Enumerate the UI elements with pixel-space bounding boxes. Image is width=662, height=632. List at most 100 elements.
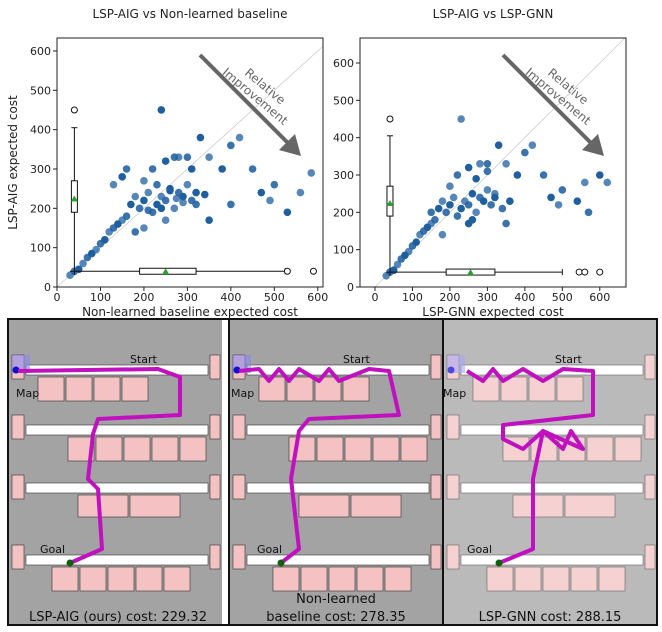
map-panel: Start Map Goal	[7, 318, 223, 626]
point	[227, 141, 235, 150]
point	[200, 190, 209, 199]
x-tick-label: 600	[307, 291, 328, 304]
point	[528, 141, 537, 149]
point	[187, 165, 196, 173]
box-outlier	[575, 268, 583, 276]
box-outlier	[581, 268, 589, 276]
y-tick-label: 500	[333, 94, 354, 107]
point	[148, 165, 157, 173]
point	[101, 235, 109, 244]
point	[547, 193, 555, 202]
point	[166, 186, 174, 195]
y-tick-label: 400	[333, 132, 354, 145]
plot-frame	[359, 37, 627, 288]
x-tick-label: 0	[371, 291, 378, 304]
point	[476, 160, 484, 168]
y-tick-label: 200	[30, 202, 51, 215]
point	[595, 171, 604, 179]
point	[135, 204, 144, 213]
point	[539, 171, 548, 179]
point	[494, 141, 503, 149]
x-tick-label: 600	[589, 291, 610, 304]
map-caption: baseline cost: 278.35	[266, 610, 406, 625]
point	[453, 212, 462, 220]
box-outlier	[309, 267, 317, 275]
y-tick-label: 400	[30, 124, 51, 137]
plot-frame	[56, 37, 324, 288]
point	[457, 115, 465, 123]
start-label: Start	[343, 353, 371, 366]
point	[483, 167, 492, 176]
point	[122, 165, 131, 173]
point	[161, 196, 170, 205]
point	[573, 197, 582, 205]
box-outlier	[596, 268, 604, 276]
start-label: Start	[130, 353, 158, 366]
box-mean	[467, 269, 475, 276]
point	[183, 153, 192, 161]
x-tick-label: 400	[514, 291, 535, 304]
point	[438, 230, 447, 239]
x-tick-label: 300	[477, 291, 498, 304]
point	[468, 216, 477, 224]
point	[227, 200, 235, 209]
point	[192, 188, 200, 197]
map-caption: LSP-GNN cost: 288.15	[479, 610, 622, 625]
map-caption: LSP-AIG (ours) cost: 229.32	[29, 610, 207, 625]
point	[513, 171, 522, 179]
point	[468, 189, 477, 198]
x-axis-label: LSP-GNN expected cost	[422, 305, 564, 319]
point	[257, 188, 266, 197]
point	[502, 160, 510, 168]
x-tick-label: 500	[264, 291, 285, 304]
y-tick-label: 500	[30, 84, 51, 97]
map-label: Map	[16, 387, 39, 400]
box-outlier	[70, 106, 78, 114]
point	[140, 224, 148, 232]
point	[434, 204, 443, 213]
point	[157, 106, 166, 114]
goal-label: Goal	[467, 543, 492, 556]
y-tick-label: 200	[333, 206, 354, 219]
point	[161, 157, 170, 165]
y-tick-label: 0	[44, 281, 51, 294]
point	[502, 219, 510, 228]
point	[464, 163, 473, 172]
point	[92, 245, 100, 254]
point	[170, 204, 179, 213]
point	[172, 194, 181, 203]
point	[122, 212, 131, 220]
point	[431, 216, 439, 224]
point	[248, 165, 257, 173]
point	[446, 201, 454, 209]
y-tick-label: 600	[30, 45, 51, 58]
arrow-shaft	[198, 53, 295, 150]
point	[554, 201, 563, 209]
chart-title: LSP-AIG vs LSP-GNN	[433, 7, 554, 21]
y-tick-label: 100	[30, 242, 51, 255]
point	[446, 182, 454, 191]
point	[179, 198, 187, 207]
point	[498, 204, 507, 213]
point	[442, 208, 450, 217]
box-outlier	[283, 267, 291, 275]
point	[196, 133, 205, 142]
x-tick-label: 200	[133, 291, 154, 304]
point	[558, 186, 567, 194]
box-mean	[70, 195, 78, 202]
point	[521, 148, 529, 157]
point	[140, 176, 148, 185]
y-tick-label: 300	[30, 163, 51, 176]
box-outlier	[386, 115, 394, 123]
map-label: Map	[443, 387, 466, 400]
point	[270, 180, 279, 189]
point	[487, 201, 495, 209]
x-tick-label: 400	[220, 291, 241, 304]
point	[404, 247, 413, 256]
point	[584, 208, 593, 217]
y-tick-label: 0	[347, 281, 354, 294]
arrow-head	[279, 134, 301, 156]
point	[153, 180, 161, 189]
point	[580, 178, 589, 187]
